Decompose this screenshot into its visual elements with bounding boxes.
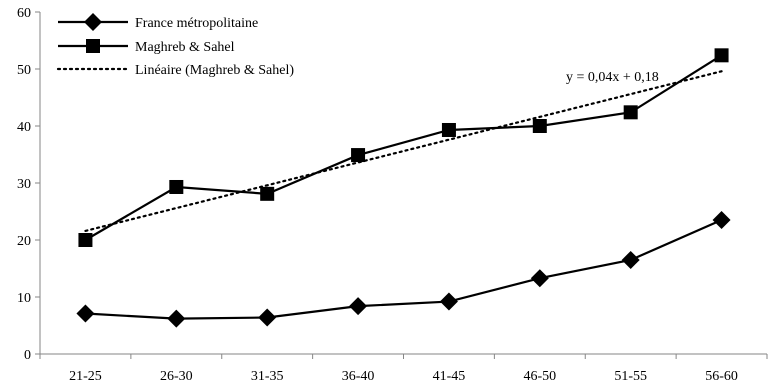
data-point-square <box>78 233 93 247</box>
series-1 <box>76 211 731 328</box>
legend-item: France métropolitaine <box>58 13 258 31</box>
data-point-square <box>714 48 729 63</box>
data-point-square <box>441 122 456 137</box>
data-point-diamond <box>349 297 368 316</box>
x-tick-label: 41-45 <box>433 369 466 384</box>
series-layer <box>76 48 731 328</box>
trendline <box>84 70 723 232</box>
x-tick-label: 46-50 <box>523 369 556 384</box>
trendline-layer <box>84 70 723 232</box>
legend-marker-square <box>86 39 100 53</box>
trendline-equation: y = 0,04x + 0,18 <box>566 70 659 85</box>
data-point-diamond <box>712 211 731 230</box>
data-point-square <box>169 179 184 194</box>
legend: France métropolitaine Maghreb & Sahel Liné… <box>56 13 294 78</box>
data-point-diamond <box>258 308 277 327</box>
data-point-square <box>623 105 638 120</box>
data-point-diamond <box>76 304 95 323</box>
data-point-diamond <box>530 269 549 288</box>
legend-item: Maghreb & Sahel <box>58 39 235 55</box>
x-tick-label: 21-25 <box>69 369 102 384</box>
x-axis-ticks: 21-25 26-30 31-35 36-40 41-45 46-50 51-55 56-60 <box>39 354 768 384</box>
x-tick-label: 56-60 <box>705 369 738 384</box>
data-point-square <box>351 148 366 163</box>
legend-label: Maghreb & Sahel <box>135 40 235 55</box>
y-tick-label: 40 <box>17 120 31 135</box>
series-line <box>84 54 723 241</box>
series-line <box>85 219 723 320</box>
legend-label: Linéaire (Maghreb & Sahel) <box>135 63 294 78</box>
legend-label: France métropolitaine <box>135 16 258 31</box>
series-2 <box>78 48 729 247</box>
y-tick-label: 20 <box>17 234 31 249</box>
data-point-diamond <box>167 309 186 328</box>
data-point-diamond <box>621 250 640 269</box>
y-tick-label: 50 <box>17 63 31 78</box>
y-tick-label: 10 <box>17 291 31 306</box>
data-point-diamond <box>439 292 458 311</box>
y-tick-label: 30 <box>17 177 31 192</box>
data-point-square <box>260 186 275 201</box>
legend-marker-diamond <box>84 13 102 31</box>
x-tick-label: 31-35 <box>251 369 284 384</box>
data-point-square <box>532 119 547 133</box>
x-tick-label: 36-40 <box>342 369 375 384</box>
y-axis-ticks: 0 10 20 30 40 50 60 <box>17 6 40 363</box>
x-tick-label: 51-55 <box>614 369 647 384</box>
x-tick-label: 26-30 <box>160 369 193 384</box>
y-tick-label: 60 <box>17 6 31 21</box>
y-tick-label: 0 <box>24 348 31 363</box>
legend-item: Linéaire (Maghreb & Sahel) <box>56 63 294 78</box>
